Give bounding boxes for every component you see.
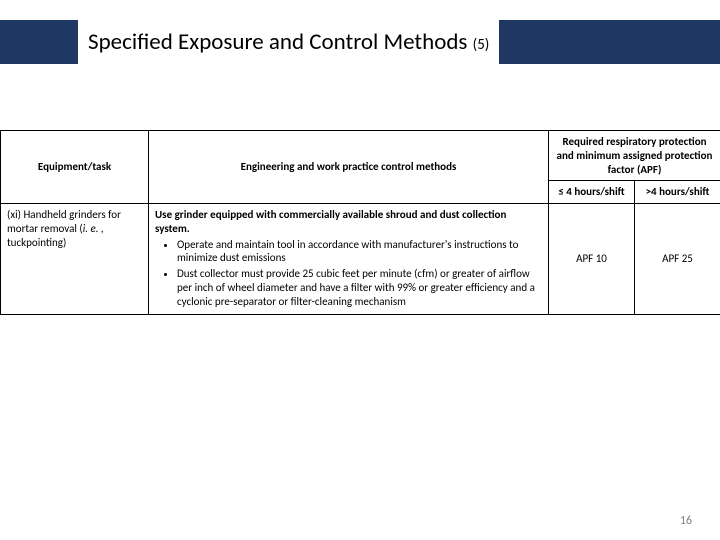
equipment-suffix: tuckpointing) — [7, 236, 66, 249]
bullet-1: Operate and maintain tool in accordance … — [177, 238, 542, 266]
page-number: 16 — [680, 514, 692, 528]
page-title: Specified Exposure and Control Methods (… — [78, 20, 499, 64]
cell-equipment: (xi) Handheld grinders for mortar remova… — [1, 204, 149, 315]
equipment-ie: i. e. , — [83, 222, 104, 235]
engineering-lead: Use grinder equipped with commercially a… — [155, 208, 506, 235]
header-respiratory-top: Required respiratory protection and mini… — [549, 131, 720, 181]
header-gt4: >4 hours/shift — [635, 181, 720, 204]
header-le4: ≤ 4 hours/shift — [549, 181, 635, 204]
cell-apf-le4: APF 10 — [549, 204, 635, 315]
title-main: Specified Exposure and Control Methods — [88, 28, 473, 56]
cell-engineering: Use grinder equipped with commercially a… — [149, 204, 549, 315]
equipment-prefix: (xi) Handheld grinders for mortar remova… — [7, 208, 121, 235]
table-row: (xi) Handheld grinders for mortar remova… — [1, 204, 720, 315]
cell-apf-gt4: APF 25 — [635, 204, 720, 315]
title-sub: (5) — [473, 36, 490, 54]
title-bar: Specified Exposure and Control Methods (… — [0, 20, 720, 64]
control-methods-table: Equipment/task Engineering and work prac… — [0, 130, 720, 315]
engineering-bullets: Operate and maintain tool in accordance … — [155, 238, 542, 309]
bullet-2: Dust collector must provide 25 cubic fee… — [177, 267, 542, 308]
header-equipment: Equipment/task — [1, 131, 149, 204]
header-engineering: Engineering and work practice control me… — [149, 131, 549, 204]
